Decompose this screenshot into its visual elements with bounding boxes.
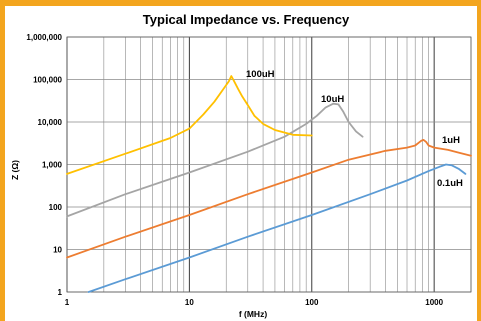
grid — [66, 36, 472, 293]
series-lines — [66, 75, 472, 293]
series-label-0p1uh: 0.1uH — [437, 178, 463, 189]
x-tick-label: 1 — [65, 298, 70, 307]
series-line-1uh — [66, 139, 472, 259]
y-tick-label: 100 — [49, 203, 63, 212]
chart-frame: Typical Impedance vs. Frequency 1 10 100 1,… — [5, 6, 477, 321]
x-tick-label: 10 — [185, 298, 194, 307]
series-label-10uh: 10uH — [321, 94, 344, 105]
y-tick-label: 1,000 — [42, 161, 63, 170]
y-tick-label: 10 — [53, 246, 62, 255]
series-line-10uh — [66, 102, 364, 218]
y-tick-label: 100,000 — [33, 76, 62, 85]
y-tick-label: 1,000,000 — [26, 33, 62, 42]
impedance-chart: Typical Impedance vs. Frequency 1 10 100 1,… — [10, 12, 472, 319]
y-tick-label: 10,000 — [38, 118, 63, 127]
x-tick-label: 100 — [305, 298, 319, 307]
series-label-1uh: 1uH — [442, 135, 460, 146]
y-tick-label: 1 — [58, 288, 63, 297]
x-tick-label: 1000 — [425, 298, 443, 307]
series-line-100uh — [66, 75, 313, 175]
series-label-100uh: 100uH — [246, 69, 275, 80]
y-axis-label: Z (Ω) — [10, 160, 20, 180]
chart-title: Typical Impedance vs. Frequency — [143, 12, 350, 27]
x-axis-label: f (MHz) — [239, 309, 267, 319]
series-line-0p1uh — [87, 163, 467, 293]
plot-border — [66, 36, 472, 293]
axes: 1 10 100 1,000 10,000 100,000 1,000,000 1 10 100 1… — [26, 33, 443, 307]
series-labels: 100uH 10uH 1uH 0.1uH — [246, 69, 463, 189]
